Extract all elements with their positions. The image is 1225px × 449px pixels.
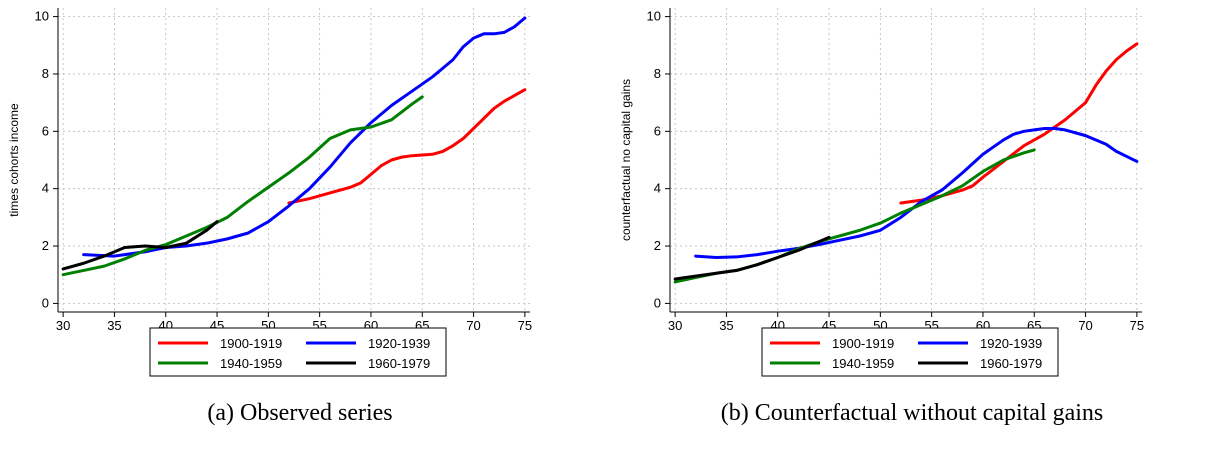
legend-label-1920-1939: 1920-1939 — [368, 336, 430, 351]
chart-panel-observed: 30 35 40 45 50 55 60 65 70 75 0 2 4 6 8 10 times cohorts… — [0, 0, 600, 449]
y-tick-label: 10 — [35, 9, 49, 24]
y-tick-label: 2 — [42, 238, 49, 253]
x-tick-label: 70 — [1078, 318, 1092, 333]
legend-label-1960-1979: 1960-1979 — [980, 356, 1042, 371]
series-line-1960-1979 — [673, 235, 831, 281]
x-tick-label: 70 — [466, 318, 480, 333]
series-line-1900-1919 — [899, 42, 1139, 205]
legend: 1900-1919 1920-1939 1940-1959 1960-1979 — [149, 327, 447, 377]
legend-label-1900-1919: 1900-1919 — [832, 336, 894, 351]
y-tick-label: 6 — [654, 123, 661, 138]
x-tick-label: 35 — [107, 318, 121, 333]
caption-counterfactual: (b) Counterfactual without capital gains — [720, 400, 1104, 426]
y-tick-label: 8 — [654, 66, 661, 81]
legend-box — [761, 327, 1059, 377]
series-line-1940-1959 — [61, 95, 424, 277]
legend-label-1920-1939: 1920-1939 — [980, 336, 1042, 351]
y-tick-label: 8 — [42, 66, 49, 81]
y-tick-label: 4 — [42, 181, 49, 196]
y-tick-label: 4 — [654, 181, 661, 196]
y-tick-label: 0 — [42, 295, 49, 310]
series-line-1940-1959 — [673, 148, 1036, 284]
y-tick-label: 6 — [42, 123, 49, 138]
series-line-1900-1919 — [287, 88, 527, 205]
legend-label-1960-1979: 1960-1979 — [368, 356, 430, 371]
series-line-1920-1939 — [694, 126, 1139, 260]
legend-label-1940-1959: 1940-1959 — [832, 356, 894, 371]
chart-panel-counterfactual: 30 35 40 45 50 55 60 65 70 75 0 2 4 6 8 10 counterfactua… — [612, 0, 1212, 449]
legend-box — [149, 327, 447, 377]
y-axis-label: times cohorts income — [7, 103, 21, 217]
x-tick-label: 75 — [518, 318, 532, 333]
x-tick-label: 30 — [668, 318, 682, 333]
y-tick-label: 2 — [654, 238, 661, 253]
legend-label-1940-1959: 1940-1959 — [220, 356, 282, 371]
caption-observed: (a) Observed series — [207, 400, 393, 426]
chart-counterfactual-series: 30 35 40 45 50 55 60 65 70 750246810counterfactua… — [619, 8, 1144, 377]
y-axis-label: counterfactual no capital gains — [619, 79, 633, 241]
legend: 1900-1919 1920-1939 1940-1959 1960-1979 — [761, 327, 1059, 377]
series-line-1960-1979 — [61, 220, 219, 271]
series-line-1920-1939 — [82, 16, 527, 258]
legend-label-1900-1919: 1900-1919 — [220, 336, 282, 351]
y-tick-label: 0 — [654, 295, 661, 310]
x-tick-label: 35 — [719, 318, 733, 333]
x-tick-label: 75 — [1130, 318, 1144, 333]
x-tick-label: 30 — [56, 318, 70, 333]
y-tick-label: 10 — [647, 9, 661, 24]
